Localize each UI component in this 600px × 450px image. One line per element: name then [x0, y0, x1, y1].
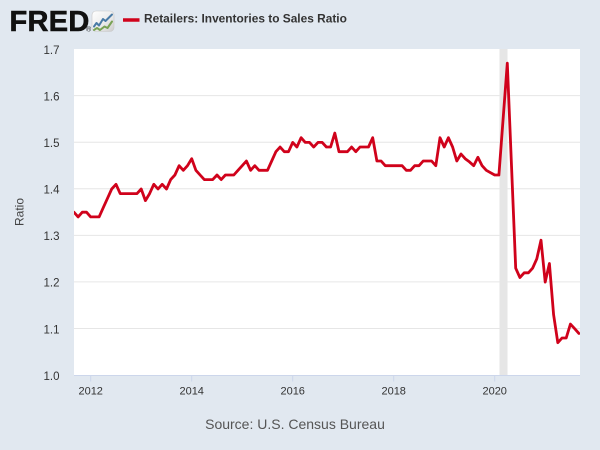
svg-text:2018: 2018: [381, 386, 405, 398]
svg-text:Ratio: Ratio: [13, 198, 27, 226]
svg-text:1.7: 1.7: [44, 45, 60, 57]
svg-text:Source: U.S. Census Bureau: Source: U.S. Census Bureau: [205, 416, 385, 432]
svg-text:2014: 2014: [179, 386, 203, 398]
svg-text:FRED: FRED: [10, 6, 90, 38]
svg-text:Retailers: Inventories to Sale: Retailers: Inventories to Sales Ratio: [144, 12, 347, 26]
svg-text:1.3: 1.3: [44, 231, 60, 243]
svg-text:1.2: 1.2: [44, 278, 60, 290]
svg-text:2012: 2012: [78, 386, 102, 398]
svg-text:2016: 2016: [280, 386, 304, 398]
svg-text:1.5: 1.5: [44, 138, 60, 150]
svg-text:2020: 2020: [482, 386, 506, 398]
svg-text:1.4: 1.4: [44, 185, 61, 197]
svg-text:®: ®: [86, 26, 92, 34]
svg-text:1.6: 1.6: [44, 92, 60, 104]
svg-text:1.0: 1.0: [44, 371, 60, 383]
svg-text:1.1: 1.1: [44, 324, 60, 336]
